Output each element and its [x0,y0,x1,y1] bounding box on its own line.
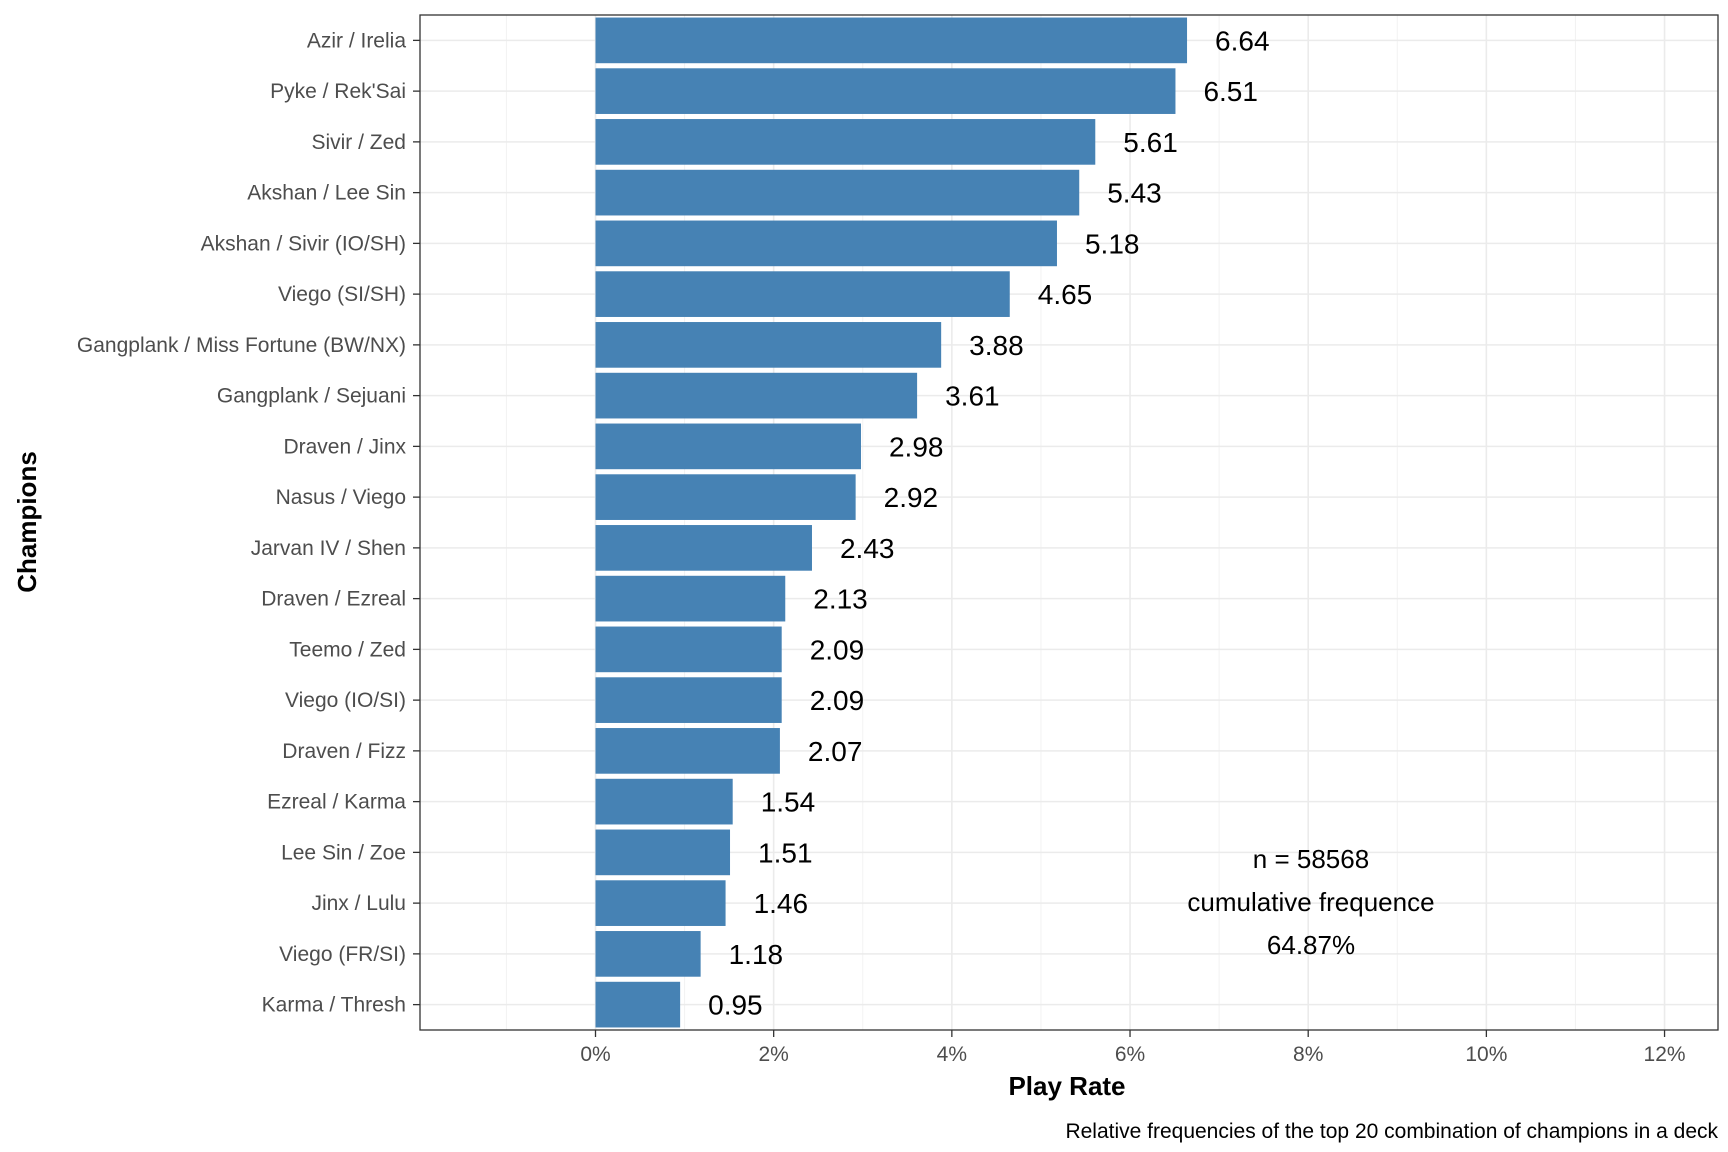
y-tick-label: Viego (FR/SI) [279,943,406,966]
bar [595,525,812,571]
x-tick-label: 12% [1644,1043,1686,1066]
x-tick-label: 0% [580,1043,610,1066]
value-label: 1.51 [758,837,813,868]
bar [595,626,782,673]
value-label: 5.61 [1123,127,1178,158]
x-tick-label: 10% [1465,1043,1507,1066]
y-tick-label: Karma / Thresh [262,994,406,1017]
bar [595,677,782,723]
y-tick-label: Gangplank / Miss Fortune (BW/NX) [77,334,406,357]
value-label: 0.95 [708,990,763,1021]
bar [595,931,701,977]
bars [595,17,1188,1028]
value-label: 1.46 [754,888,809,919]
y-axis: Azir / Irelia Pyke / Rek'Sai Sivir / Zed Ak… [77,29,420,1017]
x-axis-title: Play Rate [1008,1071,1125,1101]
value-label: 3.88 [969,330,1024,361]
y-tick-label: Nasus / Viego [276,486,406,509]
y-tick-label: Ezreal / Karma [267,791,406,814]
stats-annotation: n = 58568 cumulative frequence 64.87% [1187,844,1434,960]
caption: Relative frequencies of the top 20 combi… [1065,1120,1718,1143]
value-labels: 6.64 6.51 5.61 5.43 5.18 4.65 3.88 3.612.98 2.92… [708,25,1269,1020]
annotation-label: cumulative frequence [1187,887,1434,917]
value-label: 2.09 [810,634,865,665]
y-tick-label: Akshan / Sivir (IO/SH) [201,232,406,255]
x-tick-label: 8% [1293,1043,1323,1066]
y-tick-label: Draven / Jinx [283,435,406,458]
value-label: 6.51 [1203,76,1258,107]
bar [595,119,1096,165]
x-axis: 0% 2% 4% 6% 8% 10% 12% [580,1030,1686,1066]
y-tick-label: Draven / Fizz [282,740,406,763]
y-tick-label: Gangplank / Sejuani [217,385,406,408]
x-tick-label: 4% [937,1043,967,1066]
bar [595,220,1057,267]
y-tick-label: Jarvan IV / Shen [251,537,406,560]
bar [595,423,861,470]
value-label: 2.98 [889,431,944,462]
annotation-n: n = 58568 [1253,844,1369,874]
y-tick-label: Teemo / Zed [289,638,406,661]
y-axis-title: Champions [12,451,42,593]
y-tick-label: Jinx / Lulu [311,892,406,915]
value-label: 6.64 [1215,25,1270,56]
value-label: 1.18 [729,939,784,970]
y-tick-label: Sivir / Zed [311,131,406,154]
value-label: 1.54 [761,787,816,818]
value-label: 4.65 [1038,279,1093,310]
bar [595,17,1188,64]
bar [595,474,856,520]
bar [595,575,786,622]
y-tick-label: Azir / Irelia [307,29,407,52]
bar [595,68,1176,114]
y-tick-label: Viego (IO/SI) [285,689,406,712]
value-label: 2.07 [808,736,863,767]
value-label: 2.13 [813,584,868,615]
y-tick-label: Pyke / Rek'Sai [270,80,406,103]
bar [595,322,942,368]
y-tick-label: Lee Sin / Zoe [281,841,406,864]
bar [595,169,1080,216]
bar [595,778,733,825]
bar [595,880,726,926]
annotation-percent: 64.87% [1267,930,1355,960]
bar [595,271,1010,317]
y-tick-label: Akshan / Lee Sin [247,182,406,205]
y-tick-label: Draven / Ezreal [261,588,406,611]
x-tick-label: 2% [758,1043,788,1066]
y-tick-label: Viego (SI/SH) [278,283,406,306]
value-label: 2.43 [840,533,895,564]
panel-border [419,14,1719,1031]
value-label: 5.43 [1107,178,1162,209]
bar [595,372,918,419]
bar [595,829,731,876]
value-label: 3.61 [945,381,1000,412]
bar [595,728,780,774]
bar [595,981,681,1028]
x-tick-label: 6% [1115,1043,1145,1066]
value-label: 2.09 [810,685,865,716]
value-label: 2.92 [884,482,939,513]
value-label: 5.18 [1085,228,1140,259]
